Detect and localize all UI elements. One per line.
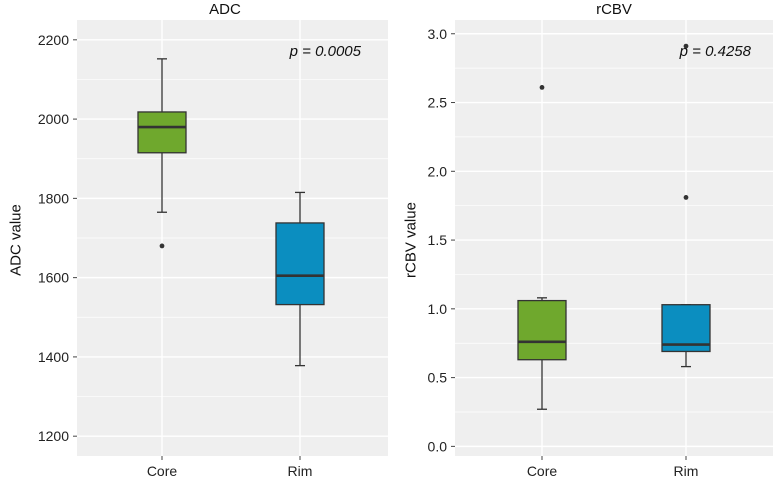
panel-1-box-core-iqr (137, 111, 187, 154)
panel-1-p-value-annotation: p = 0.0005 (289, 43, 362, 60)
panel-2-x-tick-label-core: Core (527, 463, 558, 479)
panel-1-box-core (137, 58, 187, 249)
panel-2-y-tick-label: 1.5 (428, 232, 448, 248)
panel-1-y-tick-label: 1800 (38, 190, 69, 206)
panel-2-box-rim (661, 43, 711, 368)
panel-1-y-tick-label: 2000 (38, 111, 69, 127)
panel-1-y-tick-label: 1200 (38, 428, 69, 444)
panel-1-x-tick-label-core: Core (147, 463, 178, 479)
panel-2-y-tick-label: 2.5 (428, 95, 448, 111)
panel-2-box-core (517, 84, 567, 410)
panel-2-y-tick-label: 3.0 (428, 26, 448, 42)
panel-2-y-axis-title: rCBV value (402, 202, 419, 278)
panel-2-y-tick-label: 1.0 (428, 301, 448, 317)
panel-1-title: ADC (209, 1, 241, 18)
panel-2-box-core-outlier-point (539, 84, 545, 90)
panel-2-title: rCBV (596, 1, 632, 18)
panel-2: 0.0 0.5 1.0 1.5 2.0 2.5 3.0 Core Rim rCBV rCBV val… (402, 1, 773, 479)
panel-2-box-rim-outlier-point (683, 195, 689, 200)
panel-2-y-tick-label: 2.0 (428, 163, 448, 179)
panel-2-box-rim-outlier-point (683, 43, 689, 49)
panel-1-y-tick-label: 2200 (38, 32, 69, 48)
panel-1-y-tick-label: 1600 (38, 270, 69, 286)
panel-2-background (455, 20, 773, 456)
panel-1: 1200 1400 1600 1800 2000 2200 Core Rim ADC ADC va… (7, 1, 388, 479)
panel-2-y-tick-label: 0.5 (428, 370, 448, 386)
panel-2-p-value-annotation: p = 0.4258 (679, 43, 752, 60)
panel-1-y-tick-label: 1400 (38, 349, 69, 365)
panel-1-x-tick-label-rim: Rim (288, 463, 313, 479)
panel-1-y-axis-title: ADC value (7, 204, 24, 276)
panel-1-box-core-outlier-point (159, 243, 165, 249)
panel-2-box-core-iqr (517, 299, 567, 361)
panel-1-box-rim-iqr (275, 222, 325, 306)
panel-2-y-tick-label: 0.0 (428, 438, 448, 454)
panel-1-box-rim (275, 191, 325, 367)
panel-2-x-tick-label-rim: Rim (674, 463, 699, 479)
